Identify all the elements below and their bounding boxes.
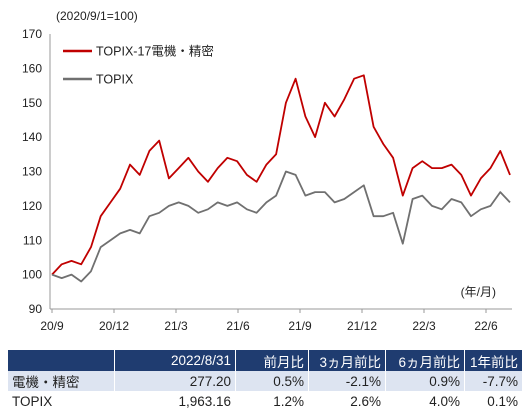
x-tick-label: 20/9 bbox=[40, 319, 64, 333]
table-cell: TOPIX bbox=[8, 391, 115, 411]
table-header-row: 2022/8/31 前月比 3ヵ月前比 6ヵ月前比 1年前比 bbox=[8, 350, 522, 371]
legend-label: TOPIX bbox=[96, 73, 134, 87]
table-header-blank bbox=[8, 350, 115, 371]
table-header-1y: 1年前比 bbox=[464, 350, 522, 371]
summary-table: 2022/8/31 前月比 3ヵ月前比 6ヵ月前比 1年前比 電機・精密 277… bbox=[8, 350, 522, 411]
y-tick-label: 120 bbox=[22, 199, 42, 213]
x-tick-label: 21/12 bbox=[347, 319, 377, 333]
legend-label: TOPIX-17電機・精密 bbox=[96, 44, 214, 59]
table-header-6m: 6ヵ月前比 bbox=[385, 350, 465, 371]
y-tick-label: 160 bbox=[22, 61, 42, 75]
y-tick-label: 110 bbox=[23, 233, 42, 247]
x-tick-label: 22/3 bbox=[412, 319, 436, 333]
table-cell: 4.0% bbox=[385, 391, 465, 411]
y-tick-label: 90 bbox=[29, 302, 43, 316]
x-axis-note: (年/月) bbox=[461, 285, 496, 299]
table-cell: 0.1% bbox=[464, 391, 522, 411]
x-tick-label: 22/6 bbox=[474, 319, 498, 333]
table-row: TOPIX 1,963.16 1.2% 2.6% 4.0% 0.1% bbox=[8, 391, 522, 411]
table-cell: 277.20 bbox=[114, 371, 236, 391]
x-tick-label: 21/3 bbox=[164, 319, 188, 333]
table-cell: -2.1% bbox=[308, 371, 386, 391]
line-chart: 90 100 110 120 130 140 150 160 170 20/9 20/12 21/3 2… bbox=[22, 9, 512, 333]
table-header-mom: 前月比 bbox=[235, 350, 309, 371]
table-cell: 0.9% bbox=[385, 371, 465, 391]
table-cell: 0.5% bbox=[235, 371, 309, 391]
y-tick-label: 140 bbox=[22, 130, 42, 144]
y-tick-label: 170 bbox=[22, 27, 42, 41]
x-tick-label: 21/9 bbox=[288, 319, 312, 333]
table-cell: 1.2% bbox=[235, 391, 309, 411]
y-tick-label: 150 bbox=[22, 96, 42, 110]
y-tick-label: 130 bbox=[22, 165, 42, 179]
table-row: 電機・精密 277.20 0.5% -2.1% 0.9% -7.7% bbox=[8, 371, 522, 391]
y-axis-note: (2020/9/1=100) bbox=[56, 9, 138, 23]
table-header-date: 2022/8/31 bbox=[114, 350, 236, 371]
table-cell: 電機・精密 bbox=[8, 371, 115, 391]
x-tick-label: 21/6 bbox=[226, 319, 250, 333]
series-line-2 bbox=[51, 170, 511, 283]
table-header-3m: 3ヵ月前比 bbox=[308, 350, 386, 371]
y-tick-label: 100 bbox=[22, 268, 42, 282]
table-cell: 1,963.16 bbox=[114, 391, 236, 411]
table-cell: 2.6% bbox=[308, 391, 386, 411]
table-cell: -7.7% bbox=[464, 371, 522, 391]
x-tick-label: 20/12 bbox=[99, 319, 129, 333]
series-line-1 bbox=[51, 74, 511, 276]
